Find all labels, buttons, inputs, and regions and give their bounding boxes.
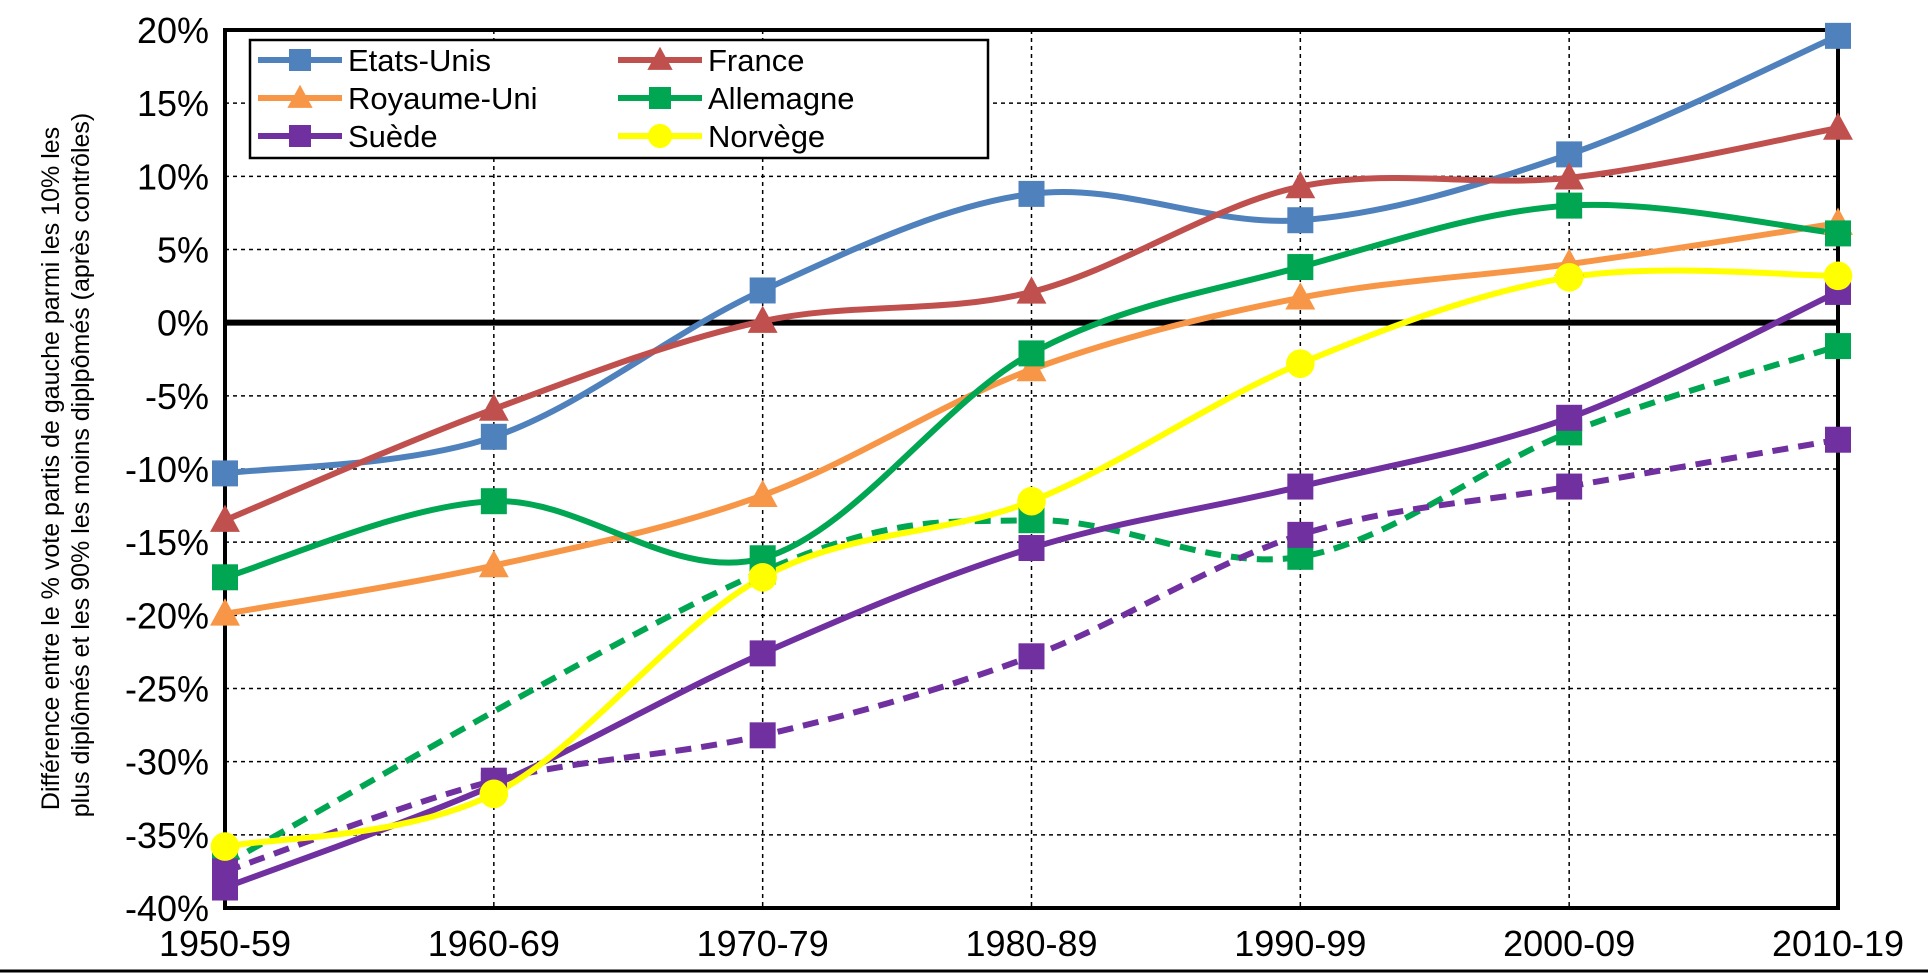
x-tick-label: 1960-69 (428, 923, 560, 964)
tick-labels: -40% -35% -30% -25% -20% -15% -10% -5% 0% 5% 10% 15… (125, 10, 1904, 964)
y-tick-label: -40% (125, 888, 209, 929)
y-tick-label: -30% (125, 742, 209, 783)
data-point-circle (1017, 486, 1046, 516)
y-tick-label: -5% (145, 376, 209, 417)
x-tick-label: 1970-79 (697, 923, 829, 964)
data-point-triangle (1285, 170, 1316, 199)
y-tick-label: 5% (157, 230, 209, 271)
series-markers (210, 22, 1853, 901)
data-point-square (1287, 254, 1314, 281)
data-point-square (1287, 207, 1314, 234)
legend-label: Allemagne (708, 81, 854, 116)
data-point-square (749, 722, 776, 749)
y-tick-label: -15% (125, 522, 209, 563)
data-point-square (212, 564, 238, 591)
data-point-triangle (1016, 276, 1047, 304)
data-point-circle (1823, 261, 1853, 291)
y-tick-label: 15% (137, 83, 209, 124)
grid (225, 29, 1838, 909)
legend-label: Etats-Unis (348, 43, 491, 78)
data-point-square (1556, 473, 1583, 500)
data-point-square (1556, 192, 1583, 219)
data-point-square (1825, 22, 1851, 49)
data-point-triangle (478, 393, 509, 421)
y-axis-label-line-2: plus diplômés et les 90% les moins diplp… (67, 113, 95, 818)
data-point-square (1825, 426, 1851, 453)
data-point-triangle (1016, 353, 1047, 382)
data-point-triangle (478, 549, 509, 578)
data-point-triangle (1823, 112, 1853, 140)
x-tick-label: 2010-19 (1772, 923, 1904, 964)
data-point-square (1018, 180, 1045, 207)
data-point-square (1018, 340, 1045, 367)
axes (0, 28, 1928, 973)
y-tick-label: 20% (137, 10, 209, 51)
legend-label: Norvège (708, 119, 825, 154)
data-point-square (1018, 643, 1045, 670)
y-tick-label: 10% (137, 156, 209, 197)
y-tick-label: -35% (125, 815, 209, 856)
data-point-square (649, 87, 671, 109)
data-point-triangle (747, 479, 778, 508)
y-tick-label: -25% (125, 669, 209, 710)
data-point-circle (748, 562, 777, 592)
y-axis-label: Différence entre le % vote partis de gau… (37, 113, 95, 818)
x-tick-label: 2000-09 (1503, 923, 1635, 964)
data-point-square (212, 874, 238, 901)
y-tick-label: -20% (125, 595, 209, 636)
data-point-circle (479, 779, 509, 809)
legend: Etats-Unis France Royaume-Uni Allemagne Suèd… (248, 38, 990, 160)
data-point-square (1287, 521, 1314, 548)
data-point-square (1287, 543, 1314, 570)
data-point-square (749, 277, 776, 304)
data-point-square (1287, 473, 1314, 500)
data-point-square (1556, 404, 1583, 431)
data-point-square (1018, 535, 1045, 562)
data-point-triangle (1285, 282, 1316, 310)
data-point-triangle (287, 84, 313, 108)
x-tick-label: 1950-59 (159, 923, 291, 964)
y-axis-label-line-1: Différence entre le % vote partis de gau… (37, 127, 65, 810)
y-tick-label: -10% (125, 449, 209, 490)
data-point-square (480, 488, 507, 515)
x-tick-label: 1980-89 (965, 923, 1097, 964)
data-point-square (480, 423, 507, 450)
x-tick-label: 1990-99 (1234, 923, 1366, 964)
data-point-square (289, 49, 311, 71)
data-point-triangle (1554, 162, 1585, 190)
data-point-triangle (210, 504, 240, 532)
data-point-triangle (210, 598, 240, 626)
data-point-circle (210, 832, 240, 861)
legend-label: Suède (348, 119, 438, 154)
data-point-square (1825, 220, 1851, 247)
data-point-square (212, 460, 238, 487)
data-point-circle (1286, 349, 1315, 378)
data-point-triangle (647, 46, 673, 70)
data-point-circle (647, 123, 673, 149)
y-tick-label: 0% (157, 303, 209, 344)
legend-label: France (708, 43, 804, 78)
data-point-triangle (747, 305, 778, 333)
data-point-circle (1554, 263, 1584, 292)
data-point-square (749, 640, 776, 667)
data-point-square (1825, 333, 1851, 360)
legend-label: Royaume-Uni (348, 81, 538, 116)
data-point-square (289, 125, 311, 147)
